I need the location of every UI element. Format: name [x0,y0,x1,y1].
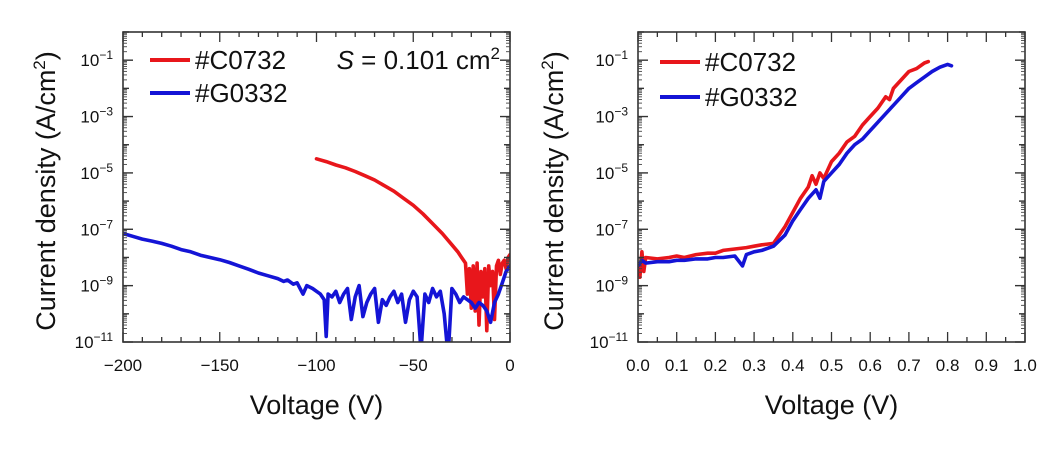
y-axis-label: Current density (A/cm2) [30,51,61,331]
y-tick-label: 10−9 [80,274,113,296]
x-tick-label: 0.2 [704,356,728,375]
y-tick-label: 10−3 [595,105,628,127]
x-axis-label: Voltage (V) [765,390,899,420]
x-tick-label: 0 [505,356,514,375]
y-tick-label: 10−3 [80,105,113,127]
y-tick-label: 10−9 [595,274,628,296]
y-axis-label: Current density (A/cm2) [538,51,569,331]
y-tick-label: 10−7 [80,217,113,239]
x-axis-label: Voltage (V) [250,390,384,420]
series-line-c0732 [638,59,931,279]
x-tick-label: 0.7 [897,356,921,375]
y-tick-label: 10−1 [595,48,628,70]
y-tick-label: 10−7 [595,217,628,239]
x-tick-label: −100 [297,356,335,375]
legend-label: #G0332 [705,82,798,112]
x-tick-label: 0.3 [742,356,766,375]
legend-label: #C0732 [195,45,286,75]
x-tick-label: 0.6 [858,356,882,375]
y-tick-label: 10−11 [75,330,114,352]
left-panel: 10−1 10−3 10−5 10−7 10−9 10−11 −200 −150 −100 −50… [30,31,515,420]
legend-label: #G0332 [195,78,288,108]
right-panel: 10−1 10−3 10−5 10−7 10−9 10−11 0.0 0.1 0.2 0.3 0.4… [538,31,1037,420]
area-annotation: S = 0.101 cm2 [337,44,500,75]
series-line-g0332 [123,231,510,342]
y-tick-label: 10−5 [80,161,113,183]
x-tick-label: 0.8 [936,356,960,375]
x-tick-label: −150 [201,356,239,375]
y-tick-label: 10−1 [80,48,113,70]
x-tick-label: 0.0 [626,356,650,375]
x-tick-label: 1.0 [1013,356,1037,375]
x-tick-label: 0.1 [665,356,689,375]
y-tick-label: 10−11 [590,330,629,352]
x-tick-label: −200 [104,356,142,375]
x-tick-label: −50 [399,356,428,375]
x-tick-label: 0.9 [974,356,998,375]
y-tick-label: 10−5 [595,161,628,183]
series-line-g0332 [638,62,954,268]
plot-frame [637,31,1026,343]
legend-label: #C0732 [705,47,796,77]
x-tick-label: 0.4 [781,356,805,375]
x-tick-label: 0.5 [820,356,844,375]
series-line-c0732 [314,157,510,333]
